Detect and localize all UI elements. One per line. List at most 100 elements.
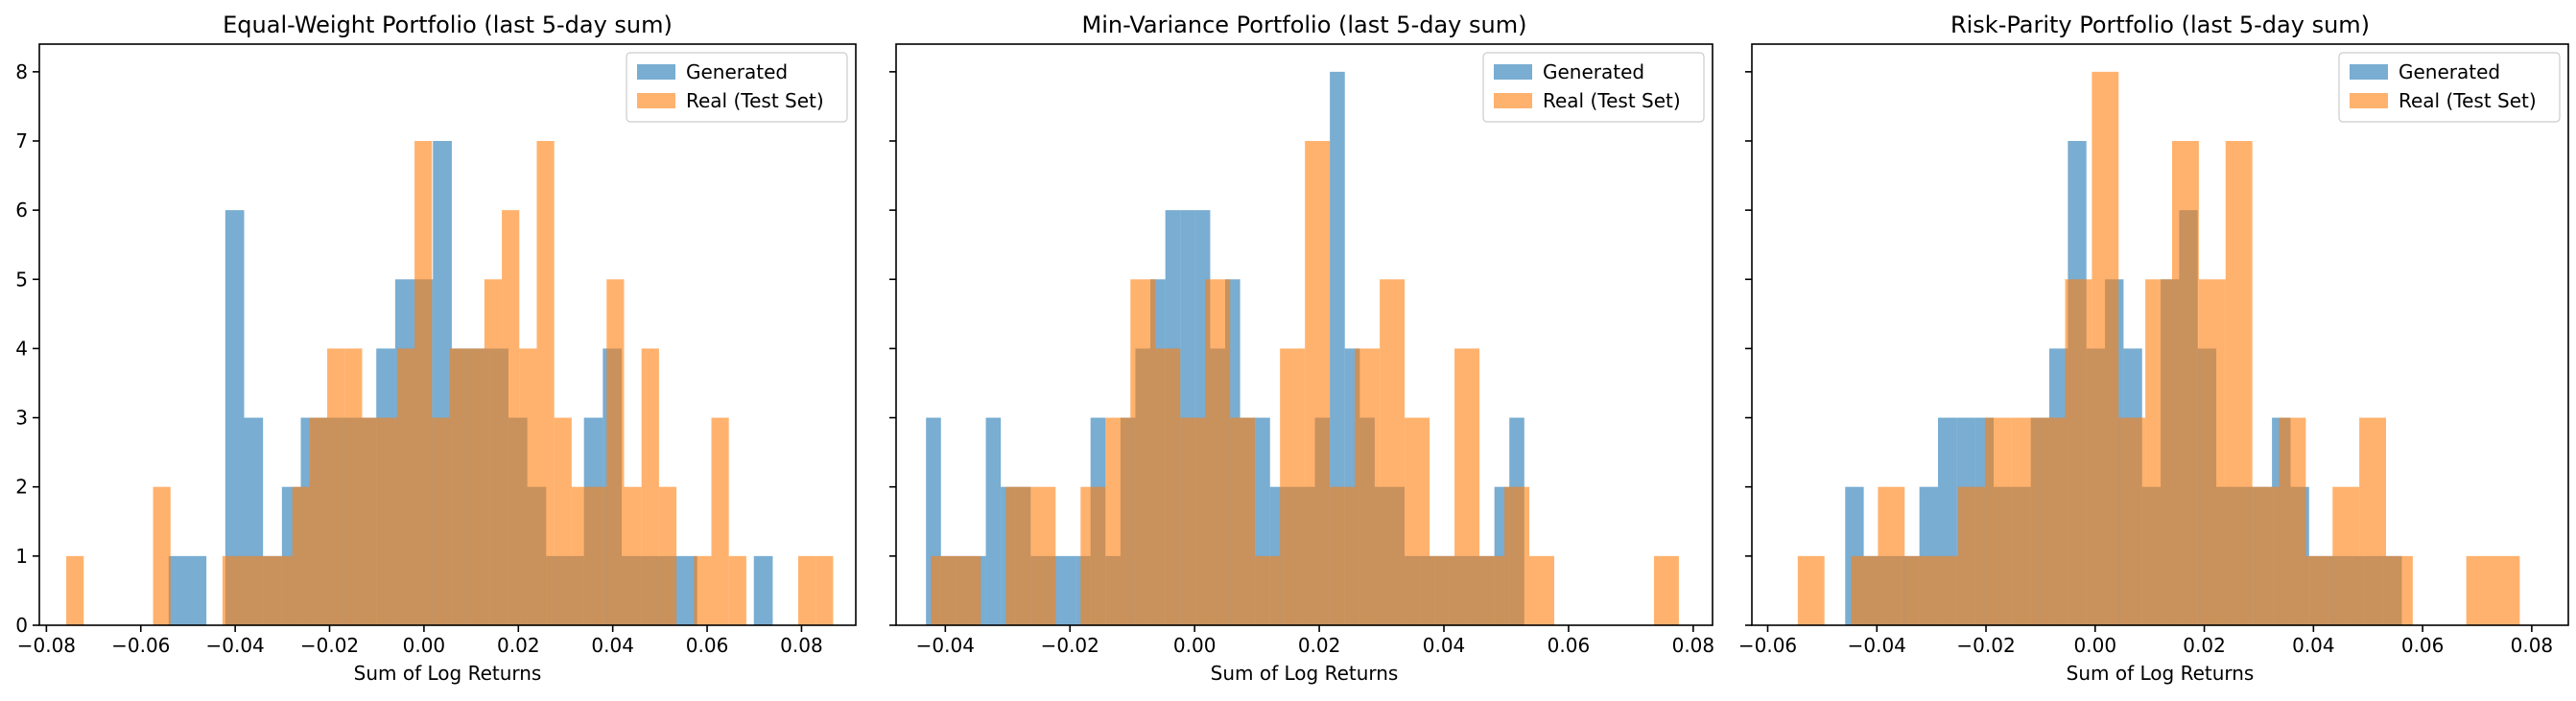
bar-real-test-set [1984,417,2012,625]
bar-real-test-set [344,348,363,625]
bar-real-test-set [2198,279,2226,625]
bar-real-test-set [292,486,310,625]
legend: Generated Real (Test Set) [626,52,848,123]
x-tick-label: −0.08 [17,634,76,657]
legend: Generated Real (Test Set) [2338,52,2561,123]
bar-real-test-set [2118,417,2146,625]
bar-real-test-set [2038,417,2066,625]
subplot-title: Risk-Parity Portfolio (last 5-day sum) [1950,12,2370,38]
bar-real-test-set [554,417,572,625]
bar-real-test-set [1280,348,1306,625]
bar-real-test-set [931,555,957,625]
bar-real-test-set [694,555,712,625]
x-tick-label: −0.04 [916,634,975,657]
bar-real-test-set [2279,417,2306,625]
x-tick-label: 0.02 [2183,634,2226,657]
bar-real-test-set [327,348,345,625]
legend-frame [626,52,848,123]
bar-real-test-set [1005,486,1031,625]
axes-frame [38,43,857,626]
bar-real-test-set [222,555,241,625]
bar-generated [168,555,188,625]
legend-frame [2338,52,2561,123]
subplot-equal-weight: Equal-Weight Portfolio (last 5-day sum) … [15,12,857,685]
x-tick-label: 0.06 [2401,634,2445,657]
legend-frame [1482,52,1705,123]
bar-real-test-set [1355,348,1381,625]
bar-real-test-set [362,417,380,625]
legend-label-real-test-set: Real (Test Set) [1543,89,1681,112]
bar-real-test-set [1454,348,1480,625]
bar-real-test-set [658,486,677,625]
bar-real-test-set [624,486,642,625]
bar-real-test-set [2092,71,2119,626]
legend-swatch-real-test-set [637,93,675,108]
bar-generated [225,210,245,625]
x-tick-label: 0.00 [1173,634,1217,657]
bar-real-test-set [2493,555,2520,625]
bar-real-test-set [1230,417,1256,625]
x-tick-label: 0.04 [1423,634,1466,657]
bar-real-test-set [1305,141,1331,625]
bar-real-test-set [571,486,590,625]
bar-real-test-set [1653,555,1679,625]
x-tick-label: 0.04 [591,634,634,657]
bar-real-test-set [1479,555,1505,625]
bar-real-test-set [432,417,450,625]
bar-real-test-set [1330,486,1356,625]
legend-swatch-real-test-set [2350,93,2388,108]
bar-real-test-set [1130,279,1156,625]
y-axis-ticks [1745,71,1752,626]
bar-real-test-set [2359,417,2386,625]
bar-generated [187,555,207,625]
x-tick-label: 0.06 [1548,634,1591,657]
bar-real-test-set [956,555,981,625]
bar-real-test-set [257,555,275,625]
bar-real-test-set [2145,279,2173,625]
bar-real-test-set [728,555,746,625]
x-tick-label: −0.06 [111,634,170,657]
bar-real-test-set [2011,417,2039,625]
x-tick-label: 0.08 [1672,634,1715,657]
x-tick-label: −0.02 [300,634,359,657]
y-axis-ticks [889,71,896,626]
bar-real-test-set [1255,555,1281,625]
bar-real-test-set [1878,486,1905,625]
bars [926,71,1679,626]
x-axis-ticks: −0.08 −0.06 −0.04 −0.02 0.00 0.02 0.04 0.06 0.08 [17,625,823,657]
x-axis-ticks: −0.06 −0.04 −0.02 0.00 0.02 0.04 0.06 0.08 [1738,625,2553,657]
bar-real-test-set [1797,555,1825,625]
legend-label-generated: Generated [686,60,788,83]
x-axis-label: Sum of Log Returns [2067,662,2255,685]
bars [66,141,834,625]
legend-swatch-real-test-set [1494,93,1532,108]
bar-real-test-set [1504,486,1530,625]
legend-label-generated: Generated [1543,60,1644,83]
bar-real-test-set [606,279,625,625]
bar-real-test-set [641,348,659,625]
y-tick-label: 3 [15,407,28,430]
bar-real-test-set [1430,555,1455,625]
subplot-title: Equal-Weight Portfolio (last 5-day sum) [223,12,673,38]
y-tick-label: 8 [15,60,28,83]
bar-generated [678,555,697,625]
x-tick-label: 0.04 [2292,634,2335,657]
bar-real-test-set [502,210,520,625]
x-tick-label: 0.08 [2511,634,2554,657]
legend-label-generated: Generated [2399,60,2500,83]
y-tick-label: 0 [15,614,28,637]
bar-real-test-set [2386,555,2413,625]
bar-real-test-set [2332,486,2360,625]
x-tick-label: 0.02 [1298,634,1341,657]
bar-real-test-set [484,279,503,625]
axes-frame [1751,43,2569,626]
bar-real-test-set [466,348,484,625]
bar-real-test-set [711,417,729,625]
bar-real-test-set [2252,486,2280,625]
y-tick-label: 7 [15,129,28,152]
bar-real-test-set [240,555,258,625]
bar-real-test-set [274,555,293,625]
bar-real-test-set [1380,279,1406,625]
subplot-title: Min-Variance Portfolio (last 5-day sum) [1082,12,1527,38]
